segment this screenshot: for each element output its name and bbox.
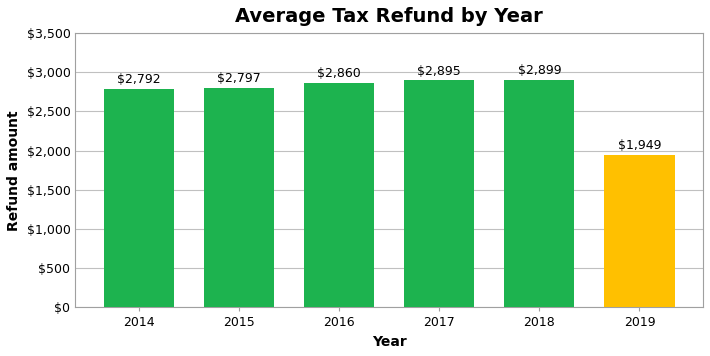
Bar [104, 89, 174, 308]
Y-axis label: Refund amount: Refund amount [7, 110, 21, 231]
Bar [504, 80, 574, 308]
Text: $2,899: $2,899 [518, 64, 561, 78]
Text: $2,895: $2,895 [417, 65, 461, 78]
Bar [404, 80, 474, 308]
Bar [604, 155, 674, 308]
Text: $2,792: $2,792 [117, 73, 160, 86]
Text: $2,860: $2,860 [317, 68, 361, 80]
Title: Average Tax Refund by Year: Average Tax Refund by Year [235, 7, 543, 26]
Bar [204, 88, 274, 308]
X-axis label: Year: Year [372, 335, 407, 349]
Text: $1,949: $1,949 [618, 139, 661, 152]
Bar [304, 83, 374, 308]
Text: $2,797: $2,797 [217, 72, 261, 85]
